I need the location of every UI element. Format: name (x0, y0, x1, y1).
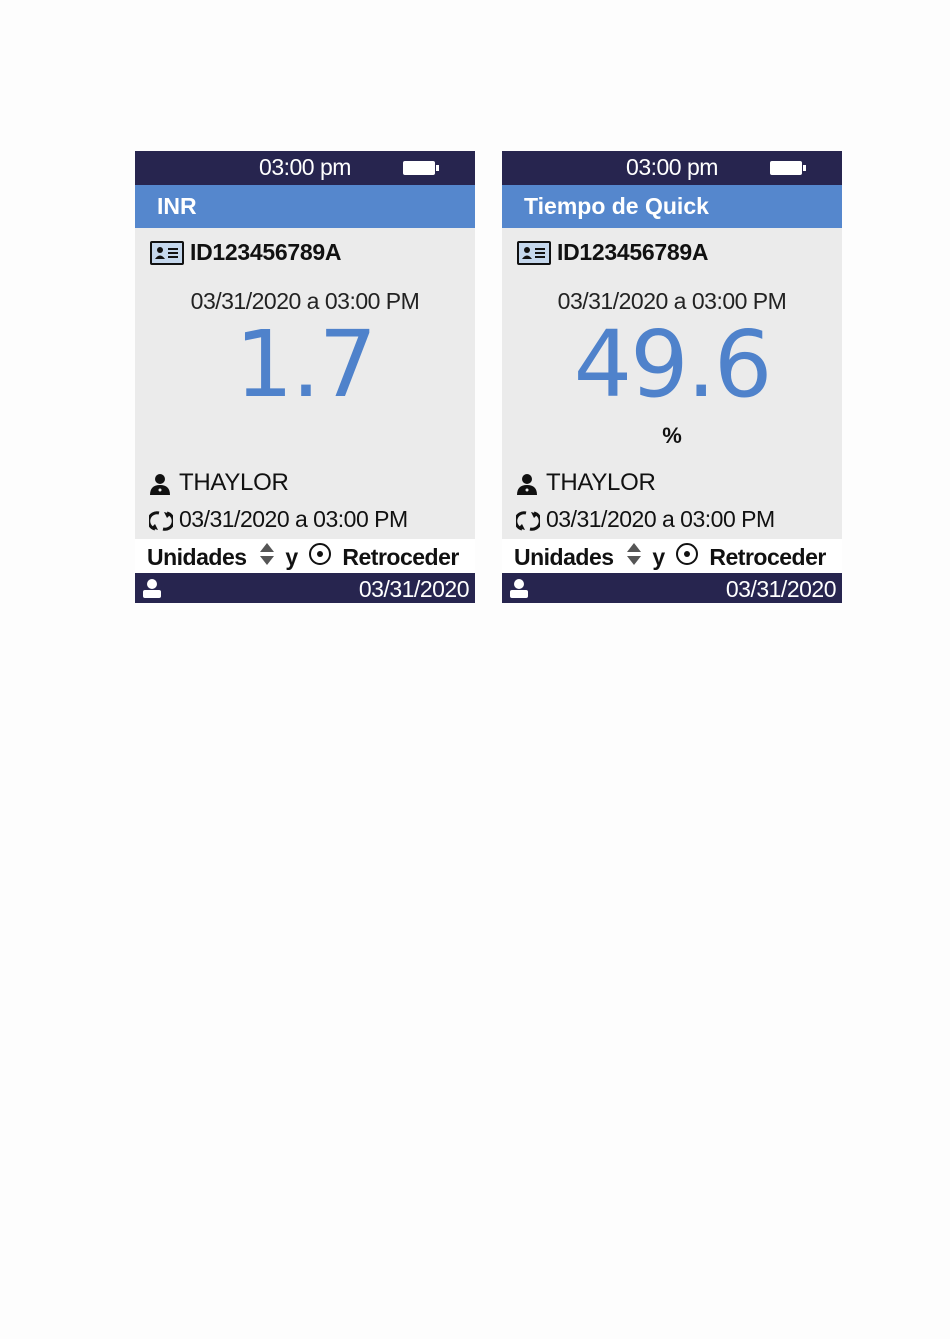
battery-icon (770, 161, 806, 175)
status-bar: 03:00 pm (135, 151, 475, 185)
result-value: 49.6 (573, 311, 773, 418)
id-card-icon (150, 241, 184, 265)
status-bar: 03:00 pm (502, 151, 842, 185)
user-icon[interactable] (143, 578, 161, 598)
status-time: 03:00 pm (259, 154, 351, 180)
circle-dot-icon[interactable] (308, 542, 332, 572)
device-screen-quick: 03:00 pm Tiempo de Quick ID123456789A 03… (502, 151, 842, 603)
units-label: Unidades (514, 543, 614, 570)
circle-dot-icon[interactable] (675, 542, 699, 572)
person-icon (517, 474, 537, 495)
back-label: Retroceder (342, 543, 459, 570)
patient-id: ID123456789A (190, 239, 342, 265)
status-time: 03:00 pm (626, 154, 718, 180)
id-card-icon (517, 241, 551, 265)
units-label: Unidades (147, 543, 247, 570)
and-label: y (285, 543, 298, 570)
screen-title: Tiempo de Quick (524, 193, 709, 219)
hint-bar: Unidades y Retroceder (135, 539, 475, 573)
title-bar: INR (135, 185, 475, 228)
user-icon[interactable] (510, 578, 528, 598)
sync-datetime: 03/31/2020 a 03:00 PM (179, 506, 408, 532)
result-value: 1.7 (234, 311, 377, 418)
sync-icon (149, 511, 173, 531)
title-bar: Tiempo de Quick (502, 185, 842, 228)
patient-id: ID123456789A (557, 239, 709, 265)
person-icon (150, 474, 170, 495)
device-screen-inr: 03:00 pm INR ID123456789A 03/31/2020 a 0… (135, 151, 475, 603)
up-down-arrows-icon[interactable] (626, 542, 642, 572)
sync-datetime: 03/31/2020 a 03:00 PM (546, 506, 775, 532)
up-down-arrows-icon[interactable] (259, 542, 275, 572)
footer-date: 03/31/2020 (358, 576, 470, 602)
footer-bar: 03/31/2020 (502, 573, 842, 603)
battery-icon (403, 161, 439, 175)
result-unit: % (662, 423, 682, 448)
footer-bar: 03/31/2020 (135, 573, 475, 603)
footer-date: 03/31/2020 (725, 576, 837, 602)
operator-name: THAYLOR (179, 469, 289, 496)
test-datetime: 03/31/2020 a 03:00 PM (190, 288, 420, 314)
hint-bar: Unidades y Retroceder (502, 539, 842, 573)
and-label: y (652, 543, 665, 570)
operator-name: THAYLOR (546, 469, 656, 496)
sync-icon (516, 511, 540, 531)
test-datetime: 03/31/2020 a 03:00 PM (557, 288, 787, 314)
screen-title: INR (157, 193, 197, 219)
back-label: Retroceder (709, 543, 826, 570)
